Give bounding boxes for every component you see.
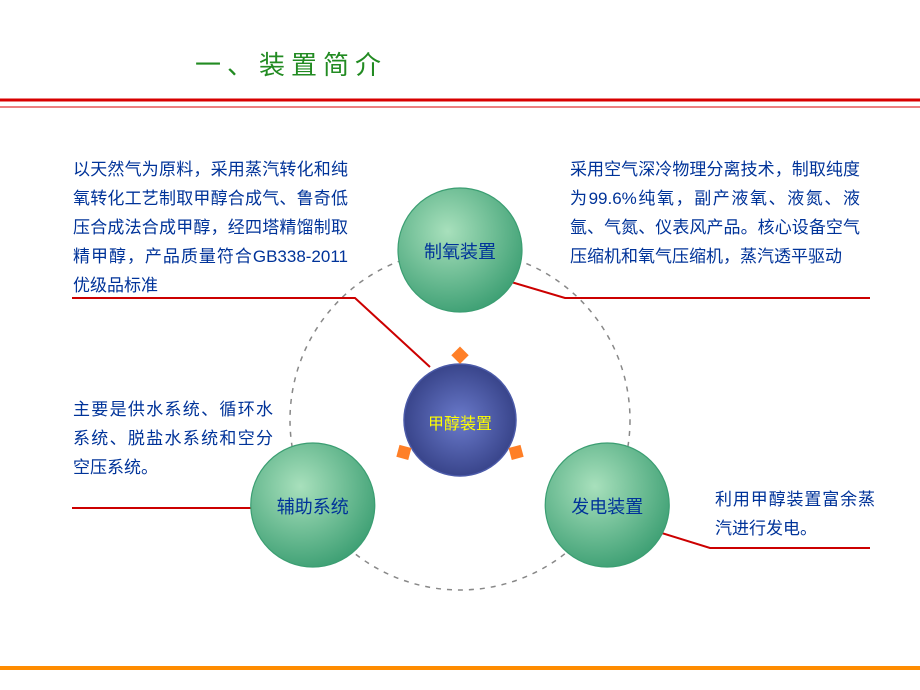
node-aux-label: 辅助系统: [258, 493, 368, 519]
node-power-label: 发电装置: [552, 493, 662, 519]
methanol-text: 以天然气为原料，采用蒸汽转化和纯氧转化工艺制取甲醇合成气、鲁奇低压合成法合成甲醇…: [73, 155, 348, 300]
node-oxygen-label: 制氧装置: [405, 238, 515, 264]
page-title: 一、装置简介: [195, 45, 387, 82]
node-aux-text: 主要是供水系统、循环水系统、脱盐水系统和空分空压系统。: [73, 395, 273, 482]
diamond-connector: [452, 347, 468, 363]
callout-line-oxygen: [497, 278, 870, 298]
node-power-text: 利用甲醇装置富余蒸汽进行发电。: [715, 485, 875, 543]
callout-line-aux: [72, 508, 279, 527]
center-node-label: 甲醇装置: [415, 410, 505, 434]
node-oxygen-text: 采用空气深冷物理分离技术，制取纯度为99.6%纯氧，副产液氧、液氮、液氩、气氮、…: [570, 155, 860, 271]
callout-line-methanol: [72, 298, 430, 367]
